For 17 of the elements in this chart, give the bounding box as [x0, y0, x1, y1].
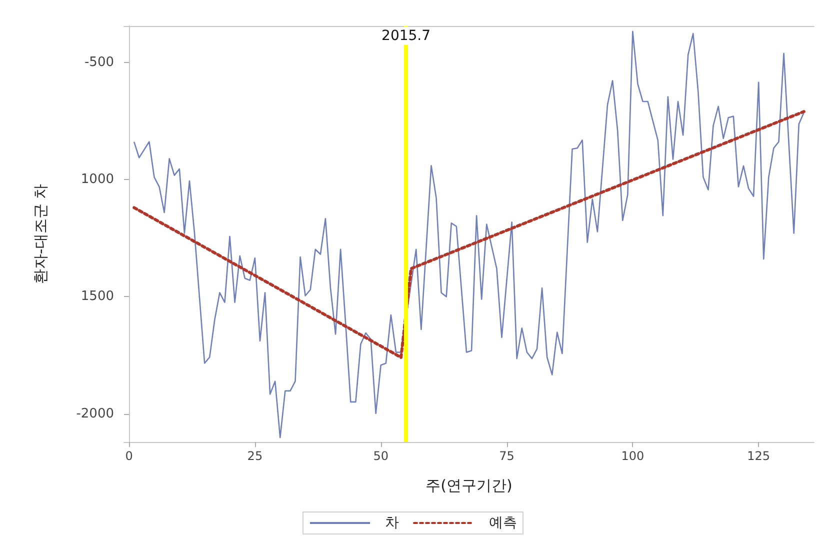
x-tick-label: 0 — [125, 449, 133, 463]
y-tick-label: -2000 — [76, 406, 114, 422]
x-tick-label: 100 — [621, 449, 644, 463]
x-tick-label: 125 — [747, 449, 770, 463]
annotation: 2015.7 — [382, 28, 431, 44]
legend-label: 차 — [385, 515, 399, 531]
x-tick-label: 75 — [499, 449, 514, 463]
legend-label: 예측 — [489, 515, 517, 531]
x-tick-label: 25 — [247, 449, 263, 463]
y-tick-label: -500 — [84, 54, 114, 70]
y-tick-label: 1500 — [80, 289, 114, 304]
x-tick-label: 50 — [373, 449, 388, 463]
y-axis-title: 환자-대조군 차 — [32, 184, 50, 284]
y-tick-label: 1000 — [80, 172, 114, 188]
x-axis-title: 주(연구기간) — [426, 476, 512, 494]
line-series — [132, 110, 806, 359]
line-series — [133, 30, 805, 438]
